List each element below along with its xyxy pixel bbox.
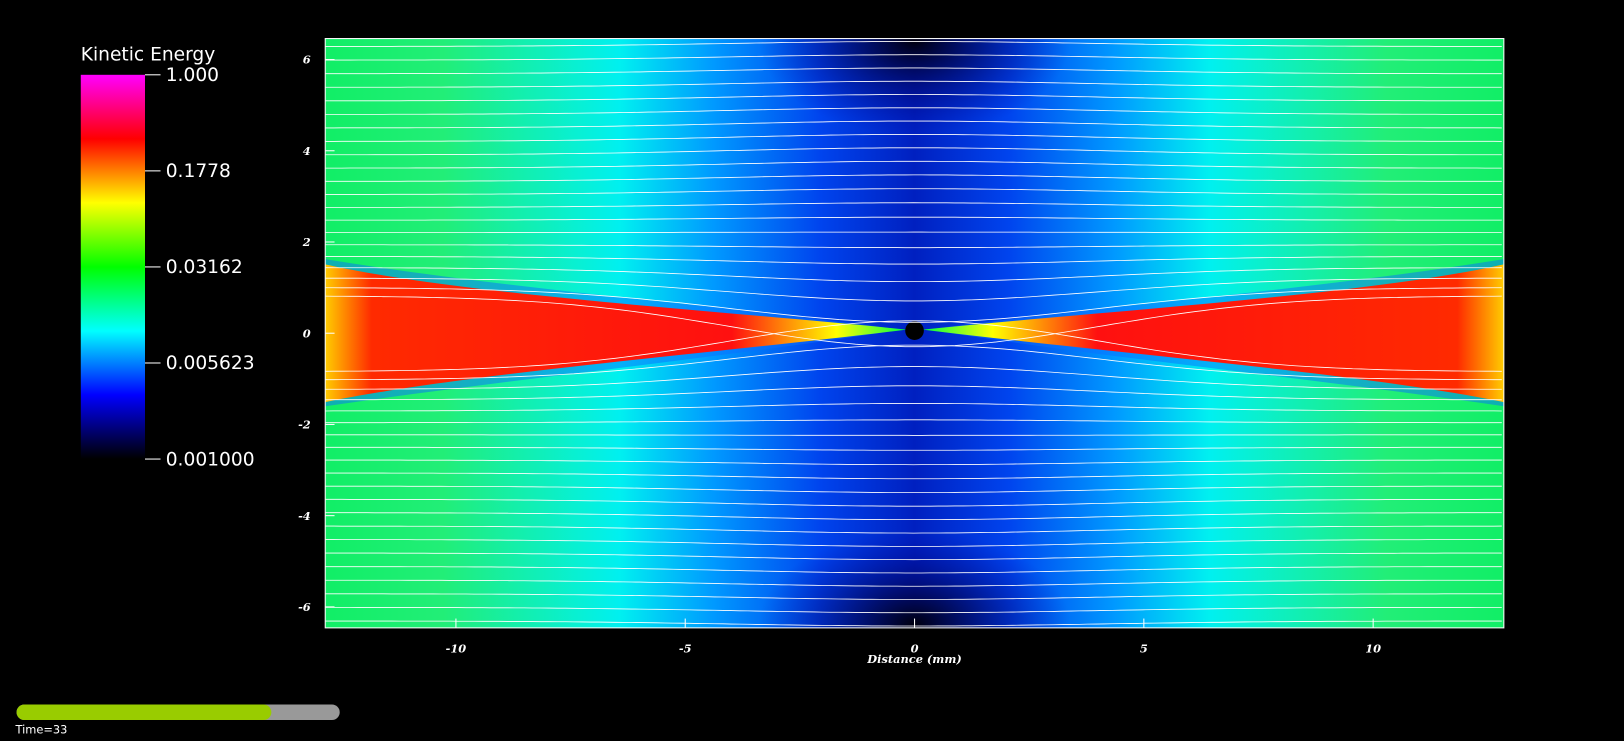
streamline — [325, 434, 1502, 436]
field-shade — [759, 38, 1070, 135]
y-tick-label: -4 — [298, 509, 311, 523]
streamline — [325, 287, 1502, 323]
x-tick-label: 10 — [1365, 642, 1381, 656]
x-tick-label: 5 — [1140, 642, 1148, 656]
colorbar-tick-label: 1.000 — [166, 65, 219, 86]
streamline — [325, 606, 1502, 614]
streamline — [325, 552, 1502, 561]
colorbar-tick-label: 0.001000 — [166, 449, 255, 470]
streamline — [325, 202, 1502, 208]
streamline — [325, 295, 1502, 348]
streamline — [325, 231, 1502, 234]
streamline — [325, 174, 1502, 182]
colorbar-tick-label: 0.03162 — [166, 257, 243, 278]
streamline — [325, 244, 1502, 249]
null-point — [905, 321, 924, 340]
streamline — [325, 216, 1502, 221]
colorbar-title: Kinetic Energy — [81, 44, 216, 65]
streamline — [325, 498, 1502, 507]
streamline — [325, 120, 1502, 129]
streamline — [325, 579, 1502, 587]
streamline — [325, 133, 1502, 142]
colorbar-tick-label: 0.1778 — [166, 161, 231, 182]
streamline — [325, 366, 1502, 390]
streamline — [325, 80, 1502, 88]
streamline — [325, 94, 1502, 102]
streamline — [325, 107, 1502, 115]
streamline — [325, 635, 1502, 640]
streamline — [325, 403, 1502, 412]
streamline — [325, 147, 1502, 156]
colorbar — [80, 74, 145, 460]
streamline — [325, 320, 1502, 372]
y-tick-label: 0 — [303, 326, 311, 340]
streamline — [325, 485, 1502, 494]
streamline — [325, 256, 1502, 265]
y-tick-label: -6 — [298, 600, 311, 614]
streamline — [325, 54, 1502, 61]
field-shade — [759, 530, 1070, 628]
streamline — [325, 620, 1502, 627]
streamline — [325, 459, 1502, 466]
streamline — [325, 385, 1502, 401]
field — [325, 28, 1504, 640]
colorbar-tick-label: 0.005623 — [166, 353, 255, 374]
streamline — [325, 67, 1502, 75]
streamline — [325, 419, 1502, 424]
streamline — [325, 593, 1502, 600]
x-axis-label: Distance (mm) — [866, 652, 961, 666]
y-tick-label: 2 — [302, 235, 311, 249]
y-tick-label: -2 — [298, 418, 311, 432]
streamline — [325, 28, 1502, 33]
streamline — [325, 160, 1502, 169]
streamline — [325, 267, 1502, 283]
streamline — [325, 446, 1502, 451]
streamline — [325, 277, 1502, 302]
streamline — [325, 566, 1502, 574]
streamline — [325, 512, 1502, 521]
streamline — [325, 41, 1502, 47]
y-tick-label: 6 — [303, 53, 311, 67]
time-label: Time=33 — [15, 723, 68, 737]
streamline — [325, 344, 1502, 381]
time-slider-fill — [16, 704, 272, 721]
streamlines — [325, 28, 1502, 640]
streamline — [325, 539, 1502, 547]
streamline — [325, 188, 1502, 195]
x-tick-label: -10 — [446, 642, 467, 656]
x-tick-label: 0 — [911, 642, 919, 656]
x-tick-label: -5 — [679, 642, 692, 656]
streamline — [325, 525, 1502, 534]
streamline — [325, 472, 1502, 480]
y-tick-label: 4 — [303, 144, 311, 158]
